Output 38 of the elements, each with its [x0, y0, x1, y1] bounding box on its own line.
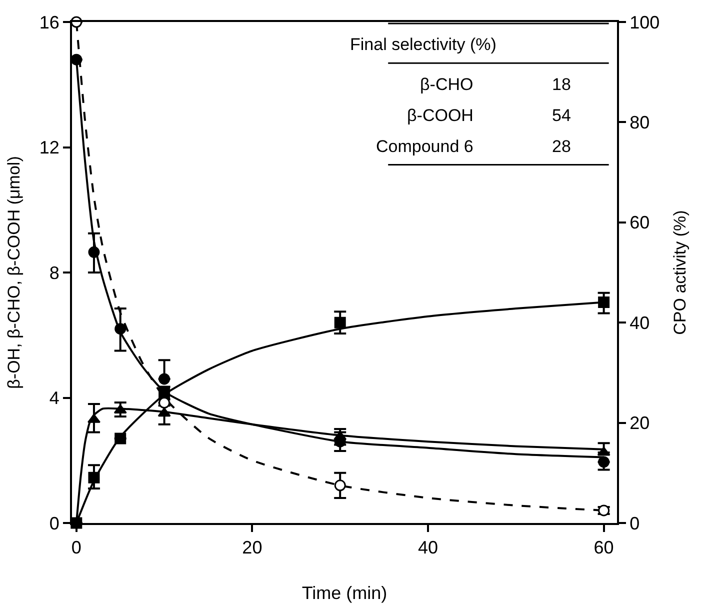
y2-tick-label: 20	[630, 413, 650, 434]
annotation: β-COOH	[407, 106, 474, 125]
point	[158, 373, 170, 385]
point	[598, 456, 610, 468]
point	[334, 316, 346, 328]
point	[158, 408, 171, 417]
y2-axis-title: CPO activity (%)	[670, 210, 690, 335]
point	[114, 404, 127, 414]
point	[334, 480, 346, 492]
x-tick-label: 0	[71, 538, 82, 558]
point	[598, 296, 610, 308]
x-tick-label: 40	[418, 538, 438, 558]
x-tick-label: 60	[594, 538, 614, 558]
point	[87, 414, 100, 423]
point	[88, 472, 100, 484]
y-tick-label: 0	[49, 513, 60, 534]
y2-tick-label: 40	[630, 312, 650, 333]
point	[114, 323, 126, 335]
y-tick-label: 8	[49, 262, 60, 283]
annotation: 28	[552, 137, 571, 156]
annotation: Compound 6	[376, 137, 474, 156]
x-tick-label: 20	[242, 538, 262, 558]
point	[114, 432, 126, 444]
x-axis-title: Time (min)	[302, 583, 388, 604]
y-tick-label: 4	[49, 388, 60, 408]
y-tick-label: 16	[39, 12, 60, 32]
point	[88, 246, 100, 258]
y2-tick-label: 0	[630, 513, 640, 534]
annotation: β-CHO	[420, 75, 474, 94]
annotation: Final selectivity (%)	[350, 35, 496, 54]
annotation: 18	[552, 75, 571, 94]
y-tick-label: 12	[39, 138, 60, 158]
y2-tick-label: 80	[630, 112, 650, 132]
y-axis-title: β-OH, β-CHO, β-COOH (μmol)	[4, 156, 24, 389]
y2-tick-label: 100	[630, 12, 660, 32]
y2-tick-label: 60	[630, 212, 650, 233]
point	[597, 446, 610, 456]
annotation: 54	[552, 106, 571, 125]
